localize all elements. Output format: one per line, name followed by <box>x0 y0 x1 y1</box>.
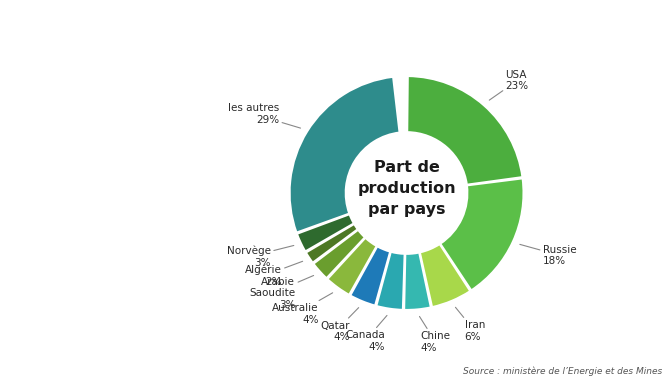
Text: Russie
18%: Russie 18% <box>520 244 577 266</box>
Text: Part de
production
par pays: Part de production par pays <box>358 160 456 217</box>
Wedge shape <box>290 77 400 233</box>
Wedge shape <box>440 178 523 290</box>
Text: Iran
6%: Iran 6% <box>456 307 485 342</box>
Wedge shape <box>404 252 431 310</box>
Text: Qatar
4%: Qatar 4% <box>321 308 359 342</box>
Wedge shape <box>376 252 405 310</box>
Wedge shape <box>407 76 522 185</box>
Text: Arabie
Saoudite
3%: Arabie Saoudite 3% <box>249 276 314 310</box>
Wedge shape <box>313 230 365 278</box>
Text: Norvège
3%: Norvège 3% <box>227 245 294 268</box>
Wedge shape <box>350 246 390 306</box>
Wedge shape <box>306 224 358 263</box>
Text: Algérie
2%: Algérie 2% <box>245 261 302 287</box>
Text: USA
23%: USA 23% <box>489 70 529 100</box>
Text: Taux
de production
du gaz
naturel
par pays: Taux de production du gaz naturel par pa… <box>18 134 120 237</box>
Text: Chine
4%: Chine 4% <box>419 317 451 353</box>
Wedge shape <box>327 238 377 295</box>
Text: Canada
4%: Canada 4% <box>345 315 387 352</box>
Text: les autres
29%: les autres 29% <box>228 103 300 128</box>
Wedge shape <box>420 244 470 307</box>
Text: Source : ministère de l’Energie et des Mines: Source : ministère de l’Energie et des M… <box>462 367 662 376</box>
Wedge shape <box>297 214 354 252</box>
Text: Australie
4%: Australie 4% <box>272 293 333 325</box>
